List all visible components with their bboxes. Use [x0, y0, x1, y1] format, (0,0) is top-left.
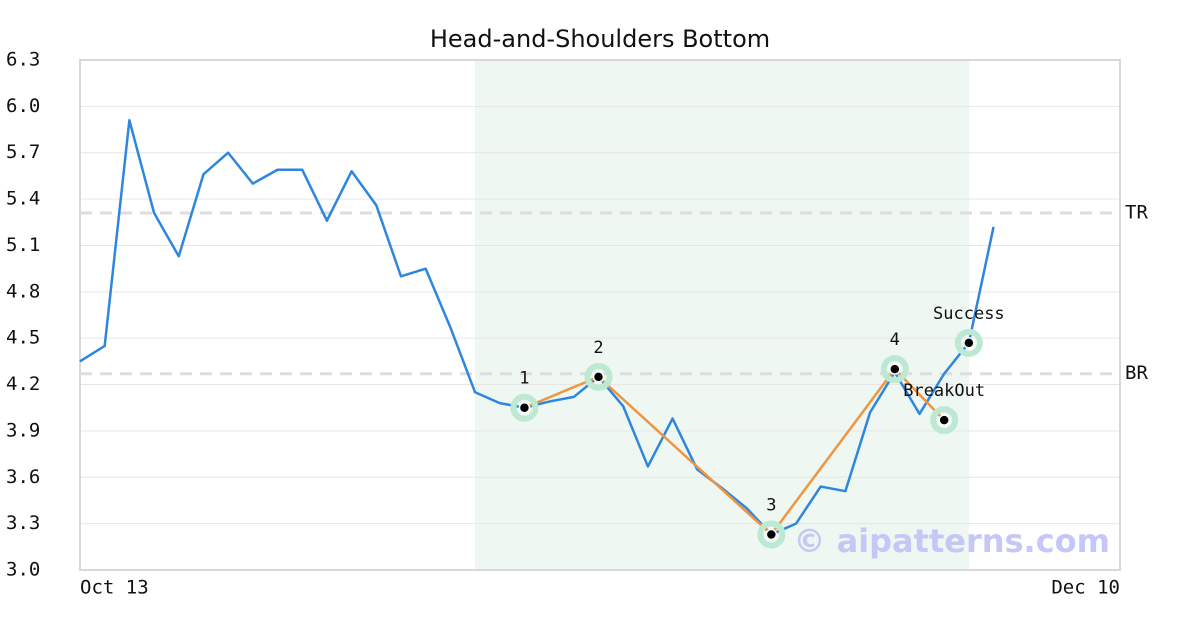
y-tick-label: 6.3: [6, 49, 40, 71]
y-tick-label: 4.5: [6, 327, 40, 349]
pattern-point-halo: [880, 355, 909, 384]
y-tick-label: 5.7: [6, 141, 40, 163]
pattern-label: 3: [766, 495, 776, 515]
pattern-region: [475, 60, 969, 570]
plot-frame: [79, 59, 1121, 571]
pattern-point: [889, 363, 901, 375]
pattern-point-halo: [757, 520, 786, 549]
pattern-point: [938, 414, 950, 426]
y-tick-label: 5.4: [6, 188, 40, 210]
chart-title: Head-and-Shoulders Bottom: [430, 25, 770, 53]
y-tick-label: 4.8: [6, 280, 40, 302]
level-label: BR: [1125, 362, 1148, 384]
pattern-point-halo: [510, 393, 539, 422]
pattern-point-halo: [954, 328, 983, 357]
pattern-point: [518, 401, 531, 414]
pattern-point-halo: [930, 406, 959, 435]
pattern-label: Success: [933, 304, 1005, 324]
x-tick-label: Dec 10: [1051, 577, 1120, 599]
watermark: © aipatterns.com: [793, 522, 1110, 560]
pattern-label: 2: [593, 338, 603, 358]
y-tick-label: 3.0: [6, 559, 40, 581]
pattern-point: [592, 371, 605, 383]
y-tick-label: 6.0: [6, 95, 40, 117]
pattern-point-halo: [584, 362, 613, 391]
y-tick-label: 3.3: [6, 512, 40, 534]
y-tick-label: 5.1: [6, 234, 40, 256]
y-tick-label: 3.6: [6, 466, 40, 488]
y-tick-label: 3.9: [6, 419, 40, 441]
pattern-label: 4: [890, 330, 900, 350]
level-label: TR: [1125, 202, 1148, 224]
x-tick-label: Oct 13: [80, 577, 149, 599]
pattern-label: 1: [519, 369, 529, 389]
pattern-label: BreakOut: [903, 381, 985, 401]
y-tick-label: 4.2: [6, 373, 40, 395]
pattern-point: [963, 337, 975, 349]
pattern-point: [765, 528, 778, 541]
